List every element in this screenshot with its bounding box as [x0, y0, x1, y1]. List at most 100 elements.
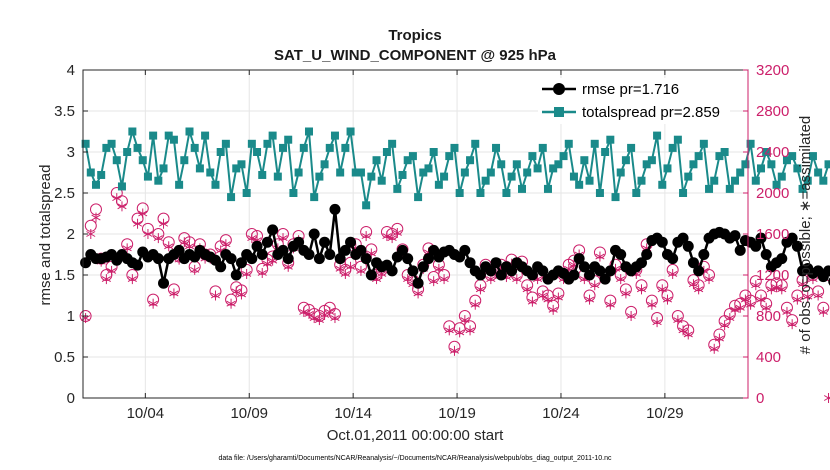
totalspread-point — [543, 184, 552, 193]
asterisk-stroke — [694, 286, 704, 293]
totalspread-point — [294, 168, 303, 177]
totalspread-point — [528, 152, 537, 161]
rmse-point — [417, 261, 429, 273]
asterisk-stroke — [486, 276, 496, 283]
assimilated-obs-point — [751, 280, 761, 291]
asterisk-stroke — [605, 301, 615, 308]
asterisk-stroke — [751, 282, 761, 289]
rmse-point — [158, 277, 170, 289]
rmse-point — [230, 269, 242, 281]
asterisk-stroke — [449, 347, 460, 354]
asterisk-stroke — [101, 276, 111, 283]
totalspread-point — [159, 164, 168, 173]
assimilated-obs-point — [730, 304, 740, 315]
asterisk-stroke — [584, 296, 595, 303]
asterisk-stroke — [221, 241, 231, 248]
y-tick-label: 3.5 — [54, 103, 75, 120]
obs-count-series — [79, 187, 830, 403]
assimilated-obs-point — [527, 296, 537, 307]
totalspread-point — [715, 152, 724, 161]
totalspread-point — [460, 168, 469, 177]
asterisk-stroke — [725, 315, 735, 321]
asterisk-stroke — [813, 292, 823, 299]
totalspread-point — [195, 164, 204, 173]
totalspread-line — [84, 127, 830, 206]
rmse-point — [313, 253, 325, 265]
asterisk-stroke — [356, 267, 366, 274]
rmse-point — [132, 259, 144, 271]
y-tick-label: 3 — [67, 144, 75, 161]
assimilated-obs-point — [683, 329, 693, 340]
asterisk-stroke — [299, 308, 309, 315]
assimilated-obs-point — [314, 315, 324, 326]
rmse-point — [599, 273, 611, 285]
asterisk-stroke — [553, 294, 563, 301]
totalspread-point — [237, 160, 246, 169]
y2-tick-label: 2800 — [756, 103, 789, 120]
asterisk-stroke — [132, 220, 143, 227]
chart-subtitle: SAT_U_WIND_COMPONENT @ 925 hPa — [274, 47, 557, 64]
data-file-footnote: data file: /Users/gharamti/Documents/NCA… — [218, 455, 612, 462]
rmse-point — [277, 244, 289, 256]
rmse-point — [677, 232, 689, 244]
totalspread-point — [471, 139, 480, 148]
assimilated-obs-point — [605, 299, 615, 310]
rmse-point — [251, 240, 263, 252]
asterisk-stroke — [158, 220, 169, 227]
assimilated-obs-point — [522, 284, 532, 295]
x-tick-label: 10/29 — [646, 405, 684, 422]
totalspread-point — [221, 139, 230, 148]
asterisk-stroke — [304, 311, 314, 317]
assimilated-obs-point — [257, 267, 267, 278]
asterisk-stroke — [818, 308, 828, 315]
assimilated-obs-point — [127, 274, 137, 285]
totalspread-point — [575, 180, 584, 189]
assimilated-obs-point — [735, 302, 745, 313]
totalspread-point — [169, 135, 178, 144]
totalspread-point — [554, 160, 563, 169]
rmse-point — [152, 253, 164, 265]
assimilated-obs-point — [678, 325, 688, 336]
asterisk-stroke — [314, 317, 324, 324]
x-axis-label: Oct.01,2011 00:00:00 start — [327, 427, 504, 444]
asterisk-stroke — [226, 300, 236, 307]
totalspread-point — [216, 148, 225, 156]
totalspread-point — [414, 193, 423, 202]
asterisk-stroke — [735, 304, 745, 311]
assimilated-obs-point — [470, 299, 480, 310]
assimilated-obs-point — [475, 284, 486, 295]
asterisk-stroke — [616, 276, 626, 283]
asterisk-stroke — [730, 306, 740, 313]
assimilated-obs-point — [694, 284, 704, 295]
x-tick-label: 10/24 — [542, 405, 580, 422]
rmse-point — [682, 240, 694, 252]
asterisk-stroke — [522, 286, 532, 293]
rmse-point — [308, 228, 320, 240]
assimilated-obs-point — [86, 229, 96, 239]
assimilated-obs-point — [325, 306, 335, 317]
assimilated-obs-point — [179, 237, 189, 248]
asterisk-stroke — [262, 260, 273, 267]
totalspread-point — [227, 193, 236, 202]
totalspread-point — [720, 148, 729, 156]
totalspread-point — [492, 143, 501, 152]
totalspread-point — [746, 139, 755, 148]
rmse-point — [334, 253, 346, 265]
totalspread-point — [497, 160, 506, 169]
asterisk-stroke — [652, 319, 662, 326]
totalspread-point — [346, 127, 355, 136]
assimilated-obs-point — [190, 264, 200, 275]
totalspread-point — [788, 152, 797, 161]
totalspread-point — [736, 168, 745, 177]
rmse-point — [573, 253, 585, 265]
assimilated-obs-point — [449, 345, 460, 356]
assimilated-obs-point — [112, 193, 122, 204]
totalspread-point — [699, 139, 708, 148]
legend-entry-rmse: rmse pr=1.716 — [542, 81, 679, 98]
totalspread-point — [450, 143, 459, 152]
rmse-point — [604, 265, 616, 277]
totalspread-point — [351, 168, 360, 177]
asterisk-stroke — [403, 276, 413, 283]
assimilated-obs-point — [797, 279, 808, 290]
totalspread-point — [434, 180, 443, 189]
